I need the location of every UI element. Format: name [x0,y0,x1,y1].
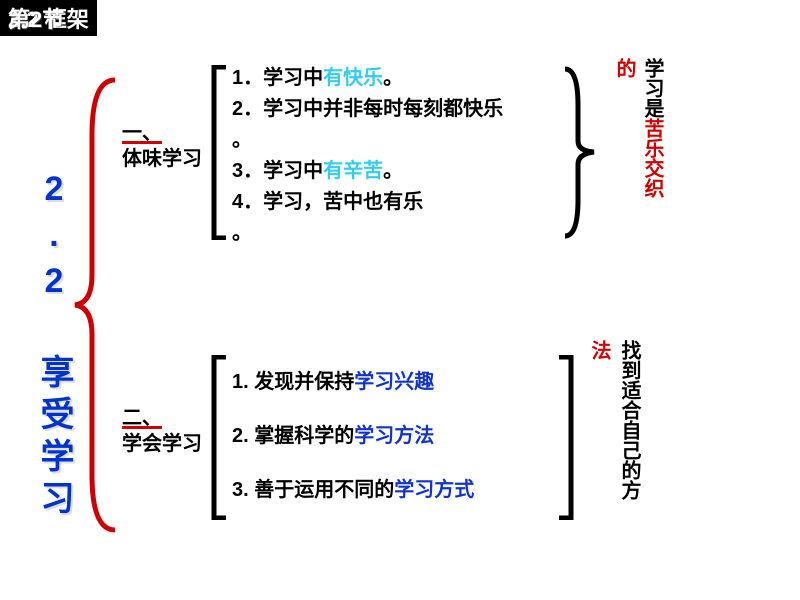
header-overlay: 第2节 [0,0,72,36]
branch-top-label: 一、 体味学习 [122,120,202,172]
bottom-summary-tail-text: 法 [588,340,610,360]
top-item: 。 [232,125,503,156]
bottom-summary: 找到适合自己的方 [615,340,644,500]
top-item: 1．学习中有快乐。 [232,63,503,94]
top-summary-tail-text: 的 [613,58,635,78]
top-item: 。 [232,218,503,249]
branch-bottom-label: 二、 学会学习 [122,405,202,457]
header-text-2: 第2节 [8,7,64,32]
top-summary-tail: 的 [610,58,639,78]
top-close-brace [560,65,600,240]
top-items-list: 1．学习中有快乐。2．学习中并非每时每刻都快乐。3．学习中有辛苦。4．学习，苦中… [232,63,503,249]
bottom-item: 3. 善于运用不同的学习方式 [232,463,474,517]
bottom-item: 2. 掌握科学的学习方法 [232,409,474,463]
branch-bottom-text: 学会学习 [122,431,202,457]
top-summary: 学习是苦乐交织 [638,58,667,198]
top-open-bracket [210,65,228,240]
bottom-close-bracket [557,355,575,520]
branch-bottom-num: 二、 [122,405,202,431]
top-item: 2．学习中并非每时每刻都快乐 [232,94,503,125]
branch-top-num: 一、 [122,120,202,146]
top-summary-hl: 苦乐交织 [641,118,663,198]
main-title-text: 2.2 享受学习 [35,170,73,522]
bottom-open-bracket [210,355,228,520]
bottom-summary-tail: 法 [585,340,614,360]
branch-top-text: 体味学习 [122,146,202,172]
top-item: 3．学习中有辛苦。 [232,156,503,187]
bottom-item: 1. 发现并保持学习兴趣 [232,355,474,409]
top-item: 4．学习，苦中也有乐 [232,187,503,218]
bottom-items-list: 1. 发现并保持学习兴趣2. 掌握科学的学习方法3. 善于运用不同的学习方式 [232,355,474,517]
main-brace [70,75,120,535]
bottom-summary-main: 找到适合自己的方 [618,340,640,500]
top-summary-main: 学习是 [641,58,663,118]
